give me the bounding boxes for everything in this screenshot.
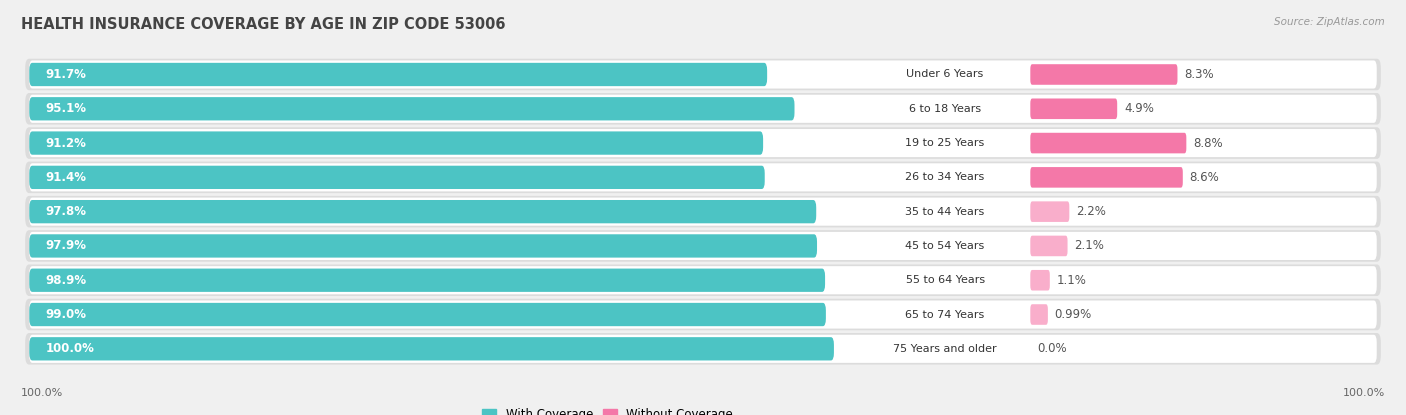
FancyBboxPatch shape <box>1031 304 1047 325</box>
FancyBboxPatch shape <box>25 196 1381 227</box>
FancyBboxPatch shape <box>30 61 1376 88</box>
Text: 0.0%: 0.0% <box>1038 342 1067 355</box>
Text: 99.0%: 99.0% <box>45 308 87 321</box>
FancyBboxPatch shape <box>1031 98 1118 119</box>
FancyBboxPatch shape <box>1031 201 1070 222</box>
FancyBboxPatch shape <box>30 95 1376 123</box>
Text: Source: ZipAtlas.com: Source: ZipAtlas.com <box>1274 17 1385 27</box>
FancyBboxPatch shape <box>25 299 1381 330</box>
Text: 91.7%: 91.7% <box>45 68 87 81</box>
FancyBboxPatch shape <box>25 127 1381 159</box>
Text: 0.99%: 0.99% <box>1054 308 1092 321</box>
FancyBboxPatch shape <box>25 230 1381 262</box>
FancyBboxPatch shape <box>860 98 1031 119</box>
Text: 2.2%: 2.2% <box>1076 205 1107 218</box>
FancyBboxPatch shape <box>30 337 834 361</box>
Text: 91.2%: 91.2% <box>45 137 87 149</box>
FancyBboxPatch shape <box>860 270 1031 290</box>
Text: 97.9%: 97.9% <box>45 239 87 252</box>
FancyBboxPatch shape <box>860 304 1031 325</box>
Text: HEALTH INSURANCE COVERAGE BY AGE IN ZIP CODE 53006: HEALTH INSURANCE COVERAGE BY AGE IN ZIP … <box>21 17 506 32</box>
FancyBboxPatch shape <box>30 234 817 258</box>
FancyBboxPatch shape <box>30 63 768 86</box>
Text: 45 to 54 Years: 45 to 54 Years <box>905 241 984 251</box>
FancyBboxPatch shape <box>30 266 1376 294</box>
FancyBboxPatch shape <box>30 163 1376 191</box>
FancyBboxPatch shape <box>25 93 1381 124</box>
Legend: With Coverage, Without Coverage: With Coverage, Without Coverage <box>478 403 738 415</box>
FancyBboxPatch shape <box>25 59 1381 90</box>
Text: 91.4%: 91.4% <box>45 171 87 184</box>
FancyBboxPatch shape <box>30 129 1376 157</box>
Text: 35 to 44 Years: 35 to 44 Years <box>905 207 984 217</box>
Text: Under 6 Years: Under 6 Years <box>907 69 984 80</box>
FancyBboxPatch shape <box>25 161 1381 193</box>
FancyBboxPatch shape <box>1031 167 1182 188</box>
FancyBboxPatch shape <box>860 133 1031 154</box>
Text: 100.0%: 100.0% <box>21 388 63 398</box>
Text: 97.8%: 97.8% <box>45 205 87 218</box>
Text: 26 to 34 Years: 26 to 34 Years <box>905 172 984 182</box>
Text: 2.1%: 2.1% <box>1074 239 1104 252</box>
Text: 100.0%: 100.0% <box>45 342 94 355</box>
Text: 100.0%: 100.0% <box>1343 388 1385 398</box>
Text: 98.9%: 98.9% <box>45 274 87 287</box>
FancyBboxPatch shape <box>30 200 817 223</box>
Text: 55 to 64 Years: 55 to 64 Years <box>905 275 984 285</box>
FancyBboxPatch shape <box>30 97 794 120</box>
Text: 8.8%: 8.8% <box>1194 137 1223 149</box>
FancyBboxPatch shape <box>30 269 825 292</box>
FancyBboxPatch shape <box>30 335 1376 363</box>
FancyBboxPatch shape <box>1031 64 1177 85</box>
FancyBboxPatch shape <box>860 167 1031 188</box>
FancyBboxPatch shape <box>30 132 763 155</box>
FancyBboxPatch shape <box>30 198 1376 226</box>
FancyBboxPatch shape <box>30 303 825 326</box>
FancyBboxPatch shape <box>1031 236 1067 256</box>
Text: 4.9%: 4.9% <box>1123 102 1154 115</box>
FancyBboxPatch shape <box>30 300 1376 329</box>
Text: 75 Years and older: 75 Years and older <box>893 344 997 354</box>
Text: 95.1%: 95.1% <box>45 102 87 115</box>
Text: 19 to 25 Years: 19 to 25 Years <box>905 138 984 148</box>
Text: 8.3%: 8.3% <box>1184 68 1213 81</box>
Text: 6 to 18 Years: 6 to 18 Years <box>910 104 981 114</box>
FancyBboxPatch shape <box>860 201 1031 222</box>
FancyBboxPatch shape <box>1031 133 1187 154</box>
FancyBboxPatch shape <box>1031 270 1050 290</box>
Text: 65 to 74 Years: 65 to 74 Years <box>905 310 984 320</box>
FancyBboxPatch shape <box>860 339 1031 359</box>
FancyBboxPatch shape <box>25 333 1381 365</box>
Text: 8.6%: 8.6% <box>1189 171 1219 184</box>
FancyBboxPatch shape <box>30 232 1376 260</box>
FancyBboxPatch shape <box>860 64 1031 85</box>
FancyBboxPatch shape <box>30 166 765 189</box>
FancyBboxPatch shape <box>25 264 1381 296</box>
FancyBboxPatch shape <box>860 236 1031 256</box>
Text: 1.1%: 1.1% <box>1057 274 1087 287</box>
